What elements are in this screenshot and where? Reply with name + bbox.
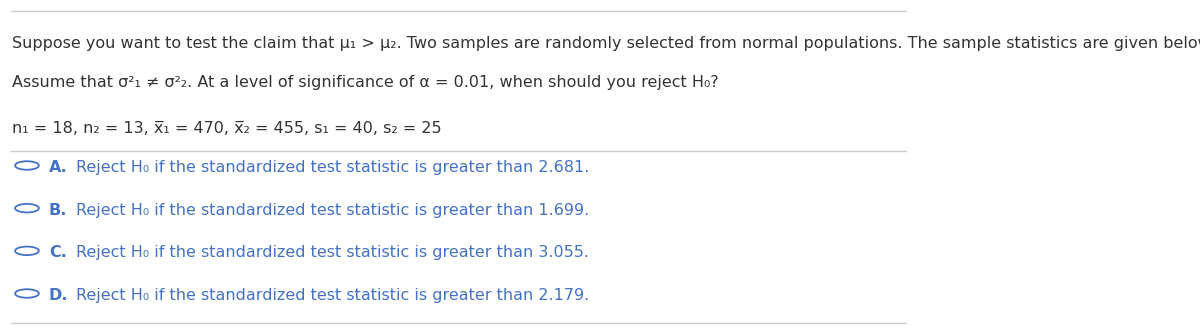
Text: Reject H₀ if the standardized test statistic is greater than 1.699.: Reject H₀ if the standardized test stati…: [77, 203, 589, 217]
Text: Reject H₀ if the standardized test statistic is greater than 2.179.: Reject H₀ if the standardized test stati…: [77, 288, 589, 303]
Text: Assume that σ²₁ ≠ σ²₂. At a level of significance of α = 0.01, when should you r: Assume that σ²₁ ≠ σ²₂. At a level of sig…: [12, 75, 719, 90]
Text: Reject H₀ if the standardized test statistic is greater than 3.055.: Reject H₀ if the standardized test stati…: [77, 245, 589, 260]
Text: Reject H₀ if the standardized test statistic is greater than 2.681.: Reject H₀ if the standardized test stati…: [77, 160, 589, 175]
Text: Suppose you want to test the claim that μ₁ > μ₂. Two samples are randomly select: Suppose you want to test the claim that …: [12, 36, 1200, 51]
Text: C.: C.: [49, 245, 67, 260]
Text: D.: D.: [49, 288, 68, 303]
Text: B.: B.: [49, 203, 67, 217]
Text: n₁ = 18, n₂ = 13, x̅₁ = 470, x̅₂ = 455, s₁ = 40, s₂ = 25: n₁ = 18, n₂ = 13, x̅₁ = 470, x̅₂ = 455, …: [12, 121, 442, 136]
Text: A.: A.: [49, 160, 67, 175]
